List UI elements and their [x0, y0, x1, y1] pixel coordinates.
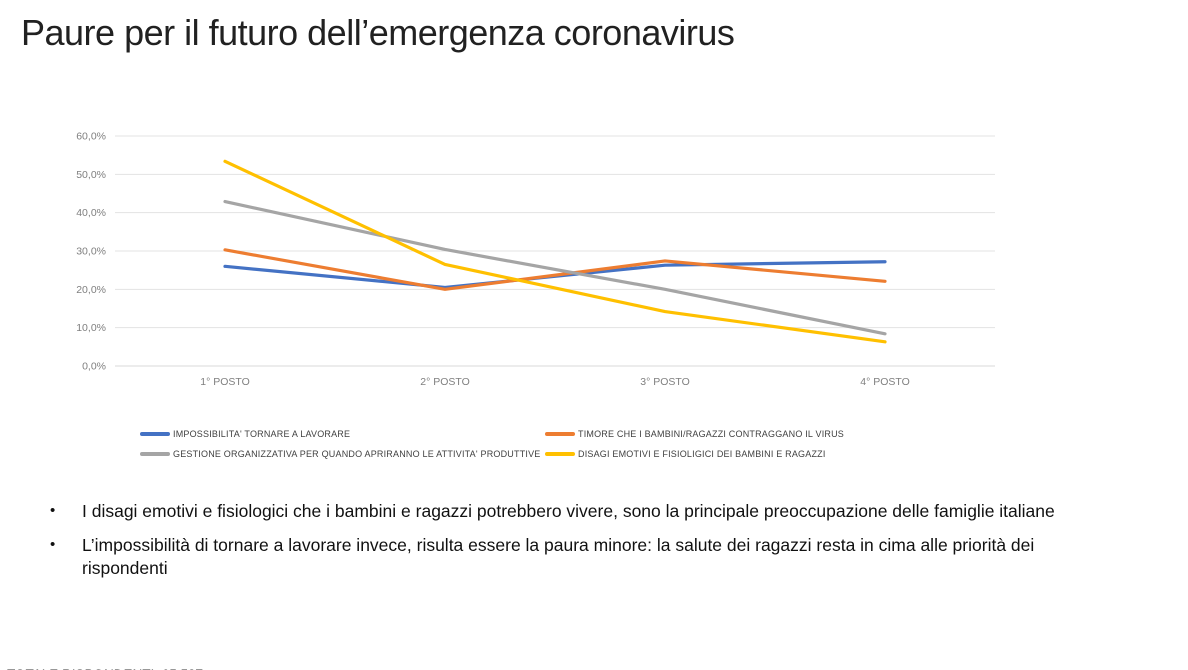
x-axis-tick-label: 2° POSTO — [420, 376, 470, 388]
line-chart-canvas: 0,0% 10,0% 20,0% 30,0% 40,0% 50,0% 60,0% 1° POS… — [76, 131, 995, 388]
y-axis-tick-label: 60,0% — [76, 131, 106, 143]
legend-row: GESTIONE ORGANIZZATIVA PER QUANDO APRIRA… — [140, 444, 970, 464]
line-chart: 0,0% 10,0% 20,0% 30,0% 40,0% 50,0% 60,0% 1° POS… — [55, 120, 1005, 398]
bullet-item: • I disagi emotivi e fisiologici che i b… — [50, 500, 1072, 523]
y-axis-tick-label: 30,0% — [76, 246, 106, 258]
slide-title: Paure per il futuro dell’emergenza coron… — [21, 12, 735, 53]
legend-item-disagi-emotivi: DISAGI EMOTIVI E FISIOLIGICI DEI BAMBINI… — [545, 449, 826, 459]
y-axis-tick-label: 0,0% — [82, 361, 106, 373]
legend-swatch-orange-icon — [545, 432, 575, 436]
x-axis-tick-label: 3° POSTO — [640, 376, 690, 388]
totale-rispondenti: TOTALE RISPONDENTI: 65.537 — [6, 667, 377, 670]
series-line — [223, 248, 887, 291]
legend-swatch-gray-icon — [140, 452, 170, 456]
legend-label: GESTIONE ORGANIZZATIVA PER QUANDO APRIRA… — [173, 449, 541, 459]
legend-item-gestione-organizzativa: GESTIONE ORGANIZZATIVA PER QUANDO APRIRA… — [140, 449, 545, 459]
bullet-item: • L’impossibilità di tornare a lavorare … — [50, 534, 1072, 580]
y-axis-tick-label: 10,0% — [76, 322, 106, 334]
legend-swatch-yellow-icon — [545, 452, 575, 456]
bullet-icon: • — [50, 502, 56, 519]
legend-item-impossibilita-lavorare: IMPOSSIBILITA' TORNARE A LAVORARE — [140, 429, 545, 439]
series-line — [223, 199, 887, 336]
x-axis-tick-label: 4° POSTO — [860, 376, 910, 388]
bullet-list: • I disagi emotivi e fisiologici che i b… — [50, 500, 1072, 590]
legend-label: TIMORE CHE I BAMBINI/RAGAZZI CONTRAGGANO… — [578, 429, 844, 439]
y-axis-tick-label: 20,0% — [76, 284, 106, 296]
legend-label: IMPOSSIBILITA' TORNARE A LAVORARE — [173, 429, 351, 439]
legend-row: IMPOSSIBILITA' TORNARE A LAVORARE TIMORE… — [140, 424, 970, 444]
legend-label: DISAGI EMOTIVI E FISIOLIGICI DEI BAMBINI… — [578, 449, 826, 459]
bullet-text: L’impossibilità di tornare a lavorare in… — [82, 534, 1035, 578]
series-line — [223, 159, 887, 344]
y-axis-tick-label: 50,0% — [76, 169, 106, 181]
x-axis-tick-label: 1° POSTO — [200, 376, 250, 388]
bullet-icon: • — [50, 535, 56, 553]
legend-swatch-blue-icon — [140, 432, 170, 436]
y-axis-tick-label: 40,0% — [76, 207, 106, 219]
legend-item-timore-virus: TIMORE CHE I BAMBINI/RAGAZZI CONTRAGGANO… — [545, 429, 844, 439]
totals-footnote: TOTALE RISPONDENTI: 65.537 TOTALE BAMBIN… — [6, 633, 377, 670]
chart-legend: IMPOSSIBILITA' TORNARE A LAVORARE TIMORE… — [140, 424, 970, 464]
bullet-text: I disagi emotivi e fisiologici che i bam… — [82, 501, 1055, 521]
